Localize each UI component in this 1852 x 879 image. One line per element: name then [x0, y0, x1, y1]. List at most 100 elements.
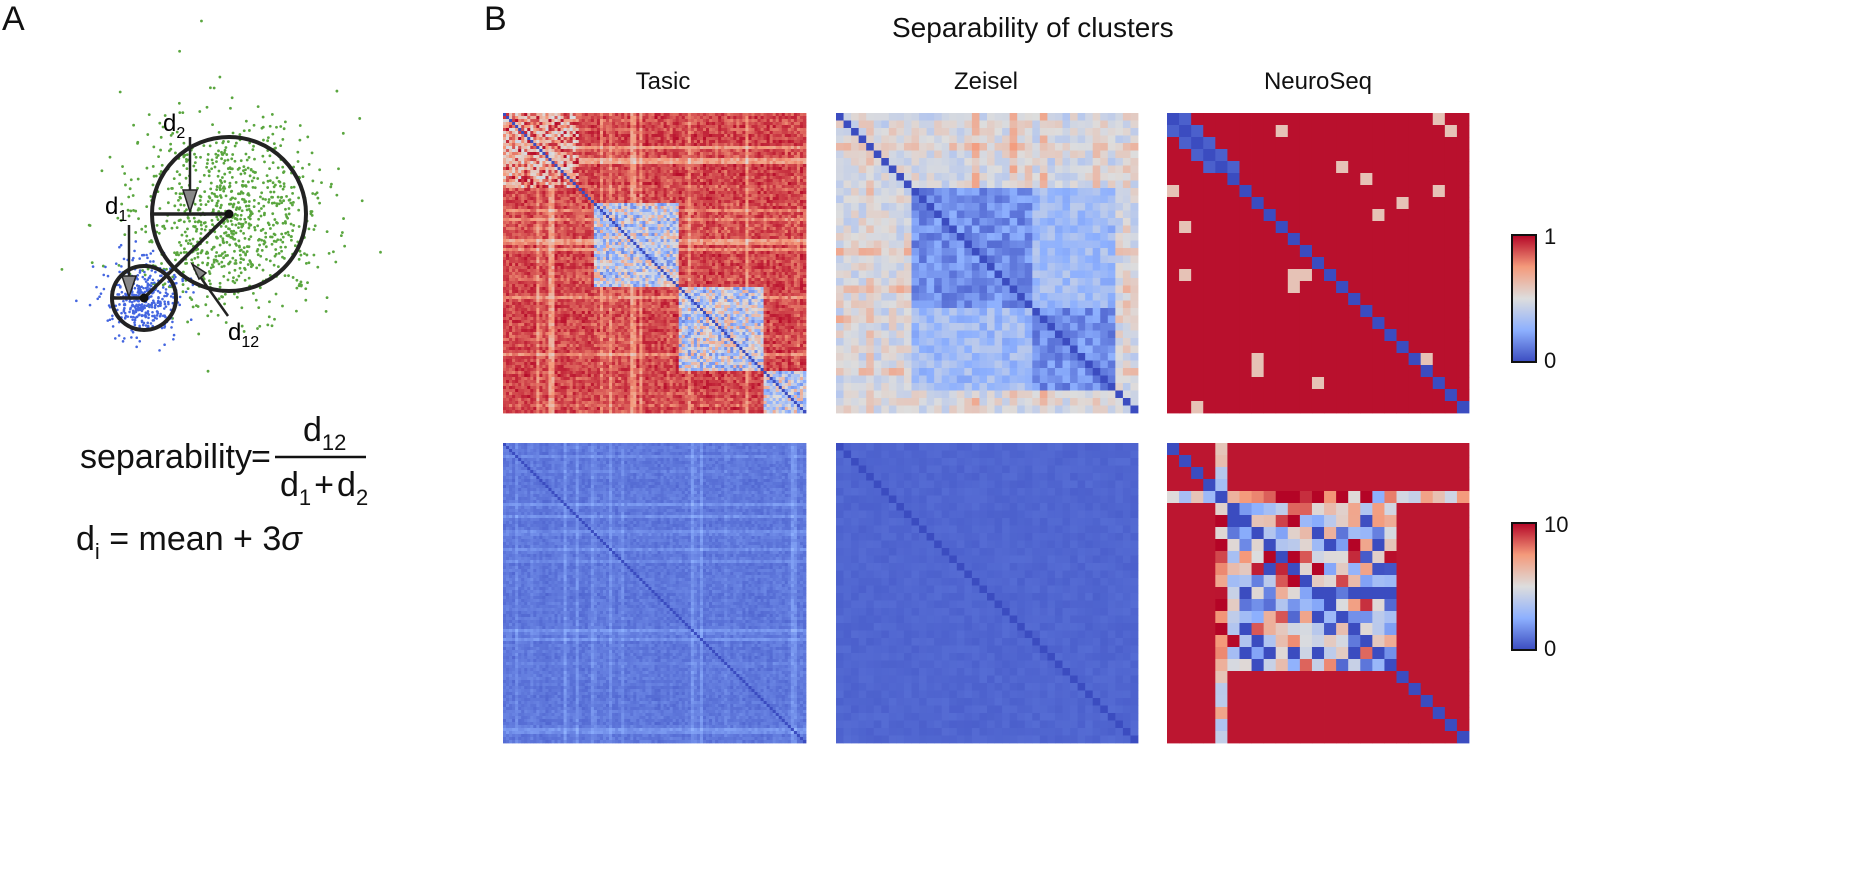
cluster-2-point	[208, 196, 212, 200]
heatmap-cell	[648, 152, 652, 156]
heatmap-cell	[790, 185, 795, 189]
cluster-2-point	[222, 221, 226, 225]
heatmap-cell	[715, 167, 719, 171]
heatmap-cell	[772, 143, 777, 147]
heatmap-cell	[721, 128, 725, 132]
heatmap-cell	[609, 188, 613, 192]
heatmap-cell	[669, 137, 674, 141]
heatmap-cell	[718, 212, 722, 216]
heatmap-cell	[639, 179, 643, 183]
cluster-2-point	[196, 263, 200, 267]
heatmap-cell	[587, 164, 592, 168]
cluster-1-point	[113, 337, 117, 340]
heatmap-cell	[693, 209, 698, 213]
heatmap-cell	[775, 113, 780, 117]
heatmap-cell	[790, 197, 795, 201]
heatmap-cell	[648, 200, 652, 204]
heatmap-cell	[675, 128, 680, 132]
heatmap-cell	[602, 161, 607, 165]
heatmap-cell	[675, 167, 680, 171]
heatmap-cell	[606, 119, 610, 123]
heatmap-cell	[615, 149, 619, 153]
heatmap-cell	[599, 194, 604, 198]
heatmap-cell	[524, 167, 528, 171]
heatmap-cell	[569, 122, 574, 126]
heatmap-cell	[709, 128, 713, 132]
heatmap-cell	[769, 161, 774, 165]
heatmap-cell	[563, 173, 568, 177]
heatmap-cell	[566, 134, 571, 138]
heatmap-cell	[548, 125, 552, 129]
heatmap-cell	[512, 185, 516, 189]
heatmap-cell	[784, 125, 789, 129]
heatmap-cell	[627, 176, 631, 180]
heatmap-cell	[675, 113, 680, 117]
heatmap-cell	[657, 128, 661, 132]
heatmap-cell	[515, 179, 519, 183]
cluster-2-point	[266, 179, 270, 183]
heatmap-cell	[615, 155, 619, 159]
heatmap-cell	[699, 143, 704, 147]
heatmap-cell	[772, 170, 777, 174]
heatmap-cell	[730, 191, 734, 195]
cluster-2-point	[286, 230, 290, 234]
cluster-2-point	[257, 217, 261, 221]
heatmap-cell	[609, 158, 613, 162]
cluster-2-point	[178, 173, 182, 177]
heatmap-cell	[621, 131, 625, 135]
heatmap-cell	[657, 182, 661, 186]
heatmap-cell	[684, 164, 689, 168]
heatmap-cell	[542, 203, 546, 207]
heatmap-cell	[712, 170, 716, 174]
heatmap-cell	[672, 158, 677, 162]
heatmap-cell	[793, 185, 798, 189]
heatmap-cell	[642, 158, 646, 162]
heatmap-cell	[593, 209, 598, 213]
heatmap-cell	[645, 191, 649, 195]
heatmap-cell	[587, 167, 592, 171]
cluster-2-point	[260, 248, 264, 252]
heatmap-cell	[654, 146, 658, 150]
heatmap-cell	[621, 182, 625, 186]
heatmap-cell	[778, 209, 783, 213]
heatmap-cell	[503, 200, 507, 204]
cluster-1-point	[148, 283, 151, 287]
heatmap-cell	[530, 134, 534, 138]
heatmap-cell	[612, 158, 616, 162]
heatmap-cell	[551, 140, 555, 144]
heatmap-cell	[690, 221, 695, 225]
heatmap-cell	[533, 218, 537, 222]
heatmap-cell	[769, 167, 774, 171]
heatmap-cell	[654, 176, 658, 180]
cluster-2-point	[247, 226, 251, 230]
heatmap-cell	[575, 146, 580, 150]
heatmap-cell	[621, 215, 625, 219]
heatmap-cell	[799, 131, 804, 135]
heatmap-cell	[590, 170, 595, 174]
heatmap-cell	[512, 167, 516, 171]
heatmap-cell	[633, 140, 637, 144]
cluster-2-point	[232, 229, 236, 233]
heatmap-cell	[639, 122, 643, 126]
heatmap-cell	[545, 161, 549, 165]
heatmap-cell	[718, 200, 722, 204]
heatmap-cell	[669, 119, 674, 123]
heatmap-cell	[551, 185, 555, 189]
heatmap-cell	[606, 149, 610, 153]
heatmap-cell	[627, 131, 631, 135]
heatmap-cell	[742, 188, 746, 192]
cluster-2-point	[271, 212, 275, 216]
cluster-2-point	[217, 210, 221, 213]
cluster-2-point	[182, 155, 186, 159]
cluster-1-point	[122, 308, 126, 312]
heatmap-cell	[802, 212, 807, 216]
cluster-2-point	[292, 185, 296, 189]
heatmap-cell	[563, 200, 568, 204]
heatmap-cell	[781, 191, 786, 195]
heatmap-cell	[636, 212, 640, 216]
cluster-1-point	[133, 286, 137, 290]
heatmap-cell	[678, 170, 683, 174]
heatmap-cell	[763, 140, 768, 144]
heatmap-cell	[506, 122, 510, 126]
heatmap-cell	[736, 206, 740, 210]
